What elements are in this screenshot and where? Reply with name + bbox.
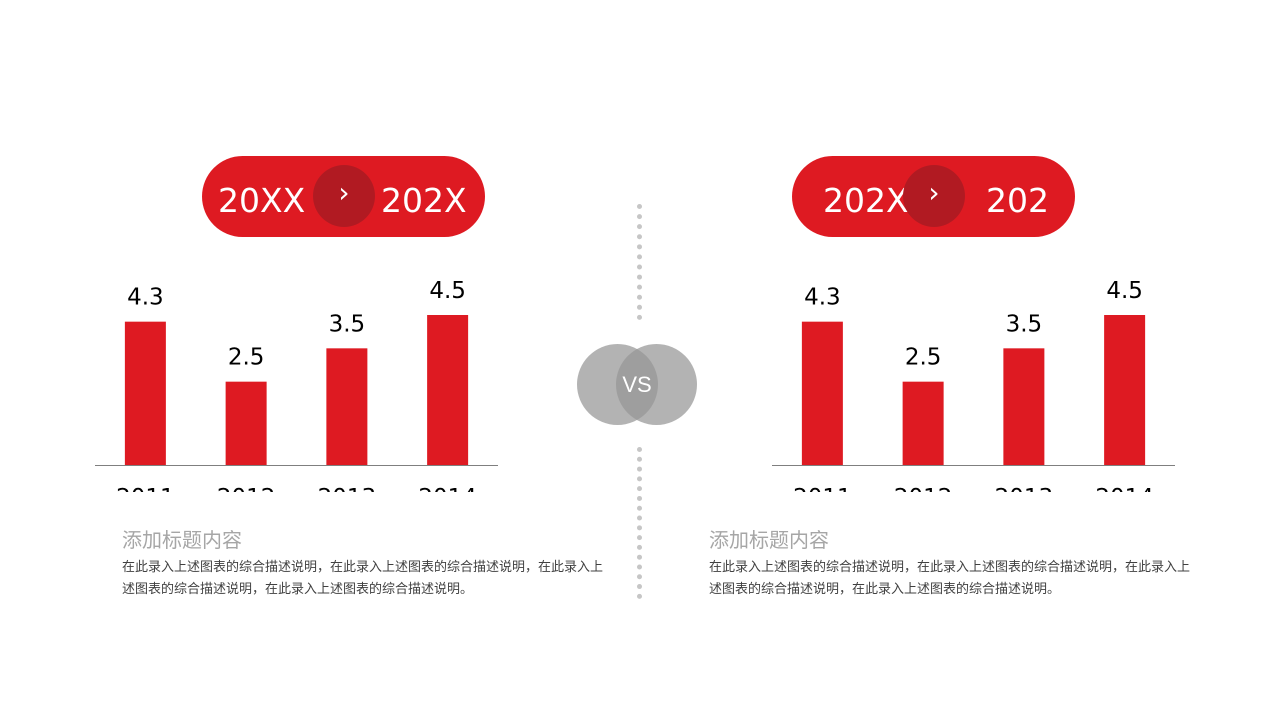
left-chart-value-label-2014: 4.5 bbox=[429, 278, 466, 304]
left-chart-value-label-2011: 4.3 bbox=[127, 285, 164, 311]
vs-label: VS bbox=[622, 372, 652, 397]
right-period-from: 202X bbox=[823, 181, 909, 220]
divider-bottom bbox=[637, 447, 646, 599]
left-caption-text: 在此录入上述图表的综合描述说明，在此录入上述图表的综合描述说明，在此录入上述图表… bbox=[122, 560, 604, 597]
right-chart-value-label-2011: 4.3 bbox=[804, 285, 841, 311]
left-chart-tick-label-2013: 2013 bbox=[318, 485, 377, 492]
vs-circle-right bbox=[616, 344, 697, 425]
right-chart-bar-2013 bbox=[1003, 348, 1045, 465]
right-bar-chart: 4.3 2011 2.5 2012 3.5 2013 4.5 2014 bbox=[765, 262, 1185, 492]
left-period-arrow-badge: › bbox=[313, 165, 375, 227]
right-caption-text: 在此录入上述图表的综合描述说明，在此录入上述图表的综合描述说明，在此录入上述图表… bbox=[709, 560, 1191, 597]
right-chart-value-label-2014: 4.5 bbox=[1106, 278, 1143, 304]
divider-top bbox=[637, 204, 646, 320]
left-caption-title: 添加标题内容 bbox=[122, 528, 242, 552]
left-period-from: 20XX bbox=[218, 181, 306, 220]
right-chart-bar-2014 bbox=[1104, 315, 1146, 465]
left-chart-value-label-2012: 2.5 bbox=[228, 345, 265, 371]
left-chart-bar-2012 bbox=[225, 381, 267, 465]
right-chart-bar-2011 bbox=[801, 321, 843, 465]
right-period-to: 202X bbox=[986, 181, 1049, 270]
right-chart-tick-label-2013: 2013 bbox=[995, 485, 1054, 492]
right-chart-bar-2012 bbox=[902, 381, 944, 465]
left-chart-tick-label-2012: 2012 bbox=[217, 485, 276, 492]
left-bar-chart: 4.3 2011 2.5 2012 3.5 2013 4.5 2014 bbox=[88, 262, 508, 492]
right-chart-tick-label-2011: 2011 bbox=[793, 485, 852, 492]
vs-badge: VS bbox=[577, 344, 697, 425]
left-chart-bar-2011 bbox=[124, 321, 166, 465]
left-chart-tick-label-2011: 2011 bbox=[116, 485, 175, 492]
left-chart-value-label-2013: 3.5 bbox=[329, 311, 366, 337]
right-chart-value-label-2013: 3.5 bbox=[1006, 311, 1043, 337]
chevron-right-icon: › bbox=[928, 176, 940, 209]
right-chart-tick-label-2012: 2012 bbox=[894, 485, 953, 492]
right-chart-tick-label-2014: 2014 bbox=[1095, 485, 1154, 492]
right-period-pill: 202X › 202X bbox=[792, 156, 1075, 270]
left-chart-bar-2013 bbox=[326, 348, 368, 465]
left-bar-chart-svg: 4.3 2011 2.5 2012 3.5 2013 4.5 2014 bbox=[95, 278, 498, 492]
chevron-right-icon: › bbox=[338, 176, 350, 209]
left-period-pill: 20XX › 202X bbox=[202, 156, 485, 237]
right-chart-value-label-2012: 2.5 bbox=[905, 345, 942, 371]
right-caption-title: 添加标题内容 bbox=[709, 528, 829, 552]
right-period-arrow-badge: › bbox=[903, 165, 965, 227]
left-chart-tick-label-2014: 2014 bbox=[418, 485, 477, 492]
right-bar-chart-svg: 4.3 2011 2.5 2012 3.5 2013 4.5 2014 bbox=[772, 278, 1175, 492]
left-chart-bar-2014 bbox=[427, 315, 469, 465]
left-period-to: 202X bbox=[381, 181, 467, 220]
